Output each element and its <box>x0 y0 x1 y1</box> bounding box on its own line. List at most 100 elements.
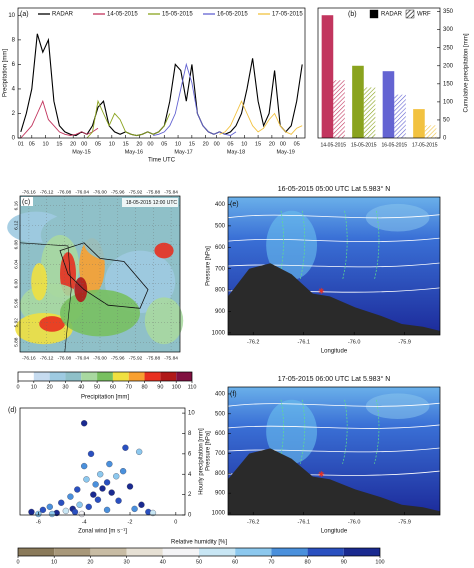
y-axis-title: Pressure [hPa] <box>206 246 212 286</box>
scatter-point <box>71 508 79 516</box>
legend-label: WRF <box>417 12 431 18</box>
x-tick-label: 01 <box>18 141 24 147</box>
y-tick-label: 800 <box>215 471 226 477</box>
scatter-point <box>94 496 102 503</box>
x-tick-label-top: -75.88 <box>147 189 161 195</box>
x-tick-label: 05 <box>29 141 35 147</box>
chart-title: 17-05-2015 06:00 UTC Lat 5.983° N <box>278 375 391 383</box>
x-axis-title: Zonal wind [m s⁻¹] <box>78 529 127 535</box>
x-tick-label: -76.0 <box>348 339 361 345</box>
y-tick-label: 2 <box>188 492 192 498</box>
scatter-point <box>28 508 35 516</box>
colorbar-segment <box>235 548 272 556</box>
colorbar-segment <box>126 548 163 556</box>
y-tick-label: 700 <box>215 266 226 272</box>
precip-patch <box>74 277 88 303</box>
chart-title: 16-05-2015 05:00 UTC Lat 5.983° N <box>278 185 391 193</box>
y-tick-label: 0 <box>188 513 192 519</box>
x-tick-label-top: -76.00 <box>93 189 107 195</box>
y-tick-label: 10 <box>8 13 15 19</box>
y-tick-label: 200 <box>443 63 454 69</box>
bar <box>363 87 376 138</box>
scatter-point <box>48 510 56 518</box>
y-tick-label: 300 <box>443 27 454 33</box>
x-tick-label: -76.1 <box>297 339 310 345</box>
x-tick-label: -75.9 <box>398 519 411 525</box>
y-axis-title: Precipitation [mm] <box>3 49 9 97</box>
x-tick-label: -76.2 <box>247 519 260 525</box>
moist-patch <box>266 399 318 464</box>
scatter-point <box>39 506 47 514</box>
bar <box>413 109 425 138</box>
colorbar-segment <box>199 548 236 556</box>
y-tick-label: 6.08 <box>13 240 19 250</box>
colorbar-frame <box>17 371 193 382</box>
x-tick-label: 00 <box>214 141 220 147</box>
colorbar-title: Precipitation [mm] <box>81 395 129 401</box>
x-tick-label: -75.9 <box>398 339 411 345</box>
x-tick-label-top: -76.08 <box>58 189 72 195</box>
y-tick-label: 900 <box>215 309 226 315</box>
scatter-point <box>122 444 129 451</box>
x-tick-label: -4 <box>82 519 87 525</box>
map-annotation: 18-05-2015 12:00 UTC <box>126 200 178 206</box>
scatter-point <box>62 507 69 515</box>
contour-line <box>227 237 441 243</box>
x-tick-label-top: -76.12 <box>40 189 54 195</box>
y-tick-label: 6.12 <box>13 220 19 230</box>
x-tick-label: 00 <box>81 141 87 147</box>
x-tick-label: 00 <box>280 141 286 147</box>
x-tick-label: -75.96 <box>111 355 125 361</box>
colorbar-tick-label: 0 <box>16 559 19 565</box>
colorbar-tick-label: 30 <box>62 384 68 390</box>
colorbar-tick-label: 60 <box>110 384 116 390</box>
y-tick-label: 500 <box>215 223 226 229</box>
y-tick-label: 700 <box>215 451 226 457</box>
terrain <box>228 263 440 335</box>
colorbar-segment <box>18 548 55 556</box>
x-tick-label: 10 <box>175 141 181 147</box>
scatter-point <box>87 450 95 458</box>
legend-label: 15-05-2015 <box>162 12 193 18</box>
x-tick-label: 10 <box>241 141 247 147</box>
x-tick-label: 05 <box>161 141 167 147</box>
y-tick-label: 0 <box>12 136 16 142</box>
axes-frame <box>19 407 186 516</box>
scatter-point <box>126 483 134 490</box>
region-outline <box>19 242 72 353</box>
precip-patch <box>144 297 184 345</box>
bar <box>321 15 334 139</box>
x-tick-label-top: -75.96 <box>111 189 125 195</box>
colorbar-tick-label: 10 <box>51 559 57 565</box>
x-tick-label: 15 <box>123 141 129 147</box>
y-tick-label: 4 <box>188 472 192 478</box>
basin-outline <box>59 242 149 309</box>
legend-label: RADAR <box>381 12 403 18</box>
y-tick-label: 5.88 <box>13 337 19 347</box>
axes-frame <box>227 386 441 516</box>
axes-frame <box>317 7 441 139</box>
colorbar-segment <box>271 548 308 556</box>
y-tick-label: 600 <box>215 245 226 251</box>
colorbar-tick-label: 0 <box>16 384 19 390</box>
x-tick-label: -2 <box>128 519 133 525</box>
scatter-point <box>103 506 111 514</box>
y-tick-label: 900 <box>215 491 226 497</box>
precip-patch <box>154 242 174 259</box>
colorbar-tick-label: 20 <box>47 384 53 390</box>
scatter-point <box>76 501 83 508</box>
date-label: May-15 <box>72 149 90 155</box>
colorbar-segment <box>18 372 34 381</box>
x-tick-label: -76.12 <box>40 355 54 361</box>
scatter-point <box>92 481 99 488</box>
colorbar-tick-label: 100 <box>375 559 384 565</box>
scatter-point <box>103 479 111 486</box>
x-tick-label: 20 <box>203 141 209 147</box>
x-tick-label: 16-05-2015 <box>381 142 407 148</box>
date-label: May-16 <box>125 149 143 155</box>
y-tick-label: 8 <box>12 37 16 43</box>
scatter-point <box>81 462 88 470</box>
x-tick-label: 15-05-2015 <box>351 142 377 148</box>
x-tick-label: 15 <box>255 141 261 147</box>
legend-label: 17-05-2015 <box>272 12 303 18</box>
